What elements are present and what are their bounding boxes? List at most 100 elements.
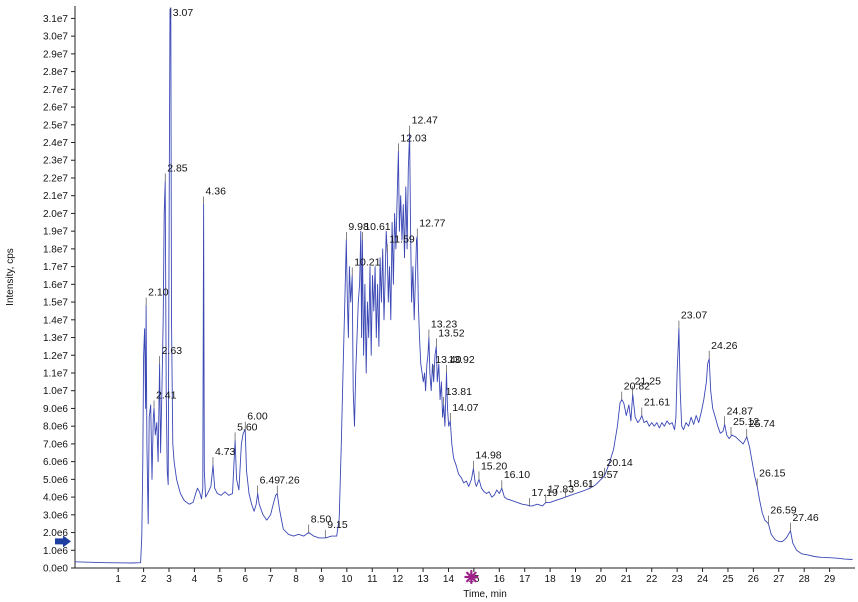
x-tick-label: 10 [341,574,353,585]
y-tick-label: 0.0e0 [43,564,68,575]
x-tick-label: 8 [293,574,299,585]
peak-label: 6.49 [260,475,281,487]
y-tick-label: 1.7e7 [43,262,68,273]
x-tick-label: 22 [646,574,658,585]
peak-label: 18.61 [568,478,594,490]
peak-label: 17.19 [532,487,558,499]
y-tick-label: 1.9e7 [43,227,68,238]
y-tick-label: 1.5e7 [43,298,68,309]
y-tick-label: 1.2e7 [43,351,68,362]
peak-label: 25.12 [733,416,759,428]
peak-label: 9.98 [348,221,369,233]
peak-label: 20.14 [606,457,632,469]
y-tick-label: 2.3e7 [43,156,68,167]
x-tick-label: 11 [367,574,378,585]
y-tick-label: 2.4e7 [43,138,68,149]
peak-label: 13.40 [435,354,461,366]
peak-label: 2.10 [148,287,169,299]
x-tick-label: 19 [570,574,582,585]
y-tick-label: 3.0e6 [43,510,68,521]
peak-label: 6.00 [247,411,268,423]
peak-label: 10.61 [364,221,390,233]
x-tick-label: 13 [418,574,430,585]
peak-label: 15.20 [481,460,507,472]
x-tick-label: 6 [242,574,248,585]
x-tick-label: 16 [494,574,506,585]
y-tick-label: 4.0e6 [43,493,68,504]
x-tick-label: 18 [545,574,557,585]
y-tick-label: 3.0e7 [43,32,68,43]
y-tick-label: 2.7e7 [43,85,68,96]
x-axis-title: Time, min [463,589,507,600]
peak-label: 17.83 [548,483,574,495]
peak-label: 12.47 [412,115,438,127]
y-tick-label: 2.8e7 [43,67,68,78]
peak-label: 19.57 [592,469,618,481]
x-tick-label: 4 [192,574,198,585]
y-tick-label: 2.0e6 [43,528,68,539]
x-tick-label: 29 [824,574,836,585]
x-tick-label: 21 [621,574,633,585]
y-tick-label: 2.5e7 [43,120,68,131]
peak-label: 27.46 [792,512,818,524]
y-tick-label: 1.4e7 [43,315,68,326]
peak-label: 24.26 [711,340,737,352]
x-tick-label: 9 [319,574,325,585]
x-tick-label: 17 [519,574,531,585]
x-tick-label: 5 [217,574,223,585]
peak-label: 20.82 [624,381,650,393]
y-tick-label: 8.0e6 [43,422,68,433]
peak-label: 13.52 [438,327,464,339]
peak-label: 3.07 [173,7,194,19]
y-tick-label: 2.2e7 [43,173,68,184]
x-tick-label: 1 [115,574,121,585]
peak-label: 7.26 [279,475,300,487]
peak-label: 26.15 [759,467,785,479]
y-tick-label: 9.0e6 [43,404,68,415]
time-marker-icon[interactable] [464,569,479,585]
time-marker-stroke [466,571,477,583]
y-axis-title: Intensity, cps [5,248,16,306]
peak-label: 2.63 [162,345,183,357]
x-tick-label: 12 [392,574,404,585]
peak-label: 12.03 [400,132,426,144]
peak-label: 14.98 [475,450,501,462]
series-trace [74,7,853,564]
peak-label: 4.36 [206,186,227,198]
y-tick-label: 1.6e7 [43,280,68,291]
peak-label: 14.07 [452,402,478,414]
peak-label: 12.77 [419,217,445,229]
x-tick-label: 7 [268,574,274,585]
peak-label: 10.21 [354,256,380,268]
baseline-arrow-icon[interactable] [55,535,71,548]
y-tick-label: 2.6e7 [43,103,68,114]
peak-label: 8.50 [311,514,332,526]
y-tick-label: 6.0e6 [43,457,68,468]
peak-label: 21.25 [635,375,661,387]
peak-label: 2.85 [167,163,188,175]
y-tick-label: 2.1e7 [43,191,68,202]
x-tick-label: 14 [443,574,455,585]
y-tick-label: 1.0e6 [43,546,68,557]
peak-label: 26.59 [770,505,796,517]
peak-label: 13.23 [431,319,457,331]
y-tick-label: 2.9e7 [43,49,68,60]
peak-label: 16.10 [504,469,530,481]
peak-label: 2.41 [156,389,177,401]
y-tick-label: 1.8e7 [43,244,68,255]
peak-label: 11.59 [389,233,415,245]
peak-label: 25.74 [749,418,775,430]
y-tick-label: 1.0e7 [43,386,68,397]
x-tick-label: 3 [166,574,172,585]
peak-label: 9.15 [327,519,348,531]
x-tick-label: 20 [595,574,607,585]
x-tick-label: 23 [672,574,684,585]
x-tick-label: 2 [141,574,147,585]
peak-label: 13.92 [448,354,474,366]
peak-label: 5.60 [237,421,258,433]
peak-label: 21.61 [644,397,670,409]
peak-label: 4.73 [215,446,236,458]
peak-label: 23.07 [681,310,707,322]
x-tick-label: 26 [748,574,760,585]
